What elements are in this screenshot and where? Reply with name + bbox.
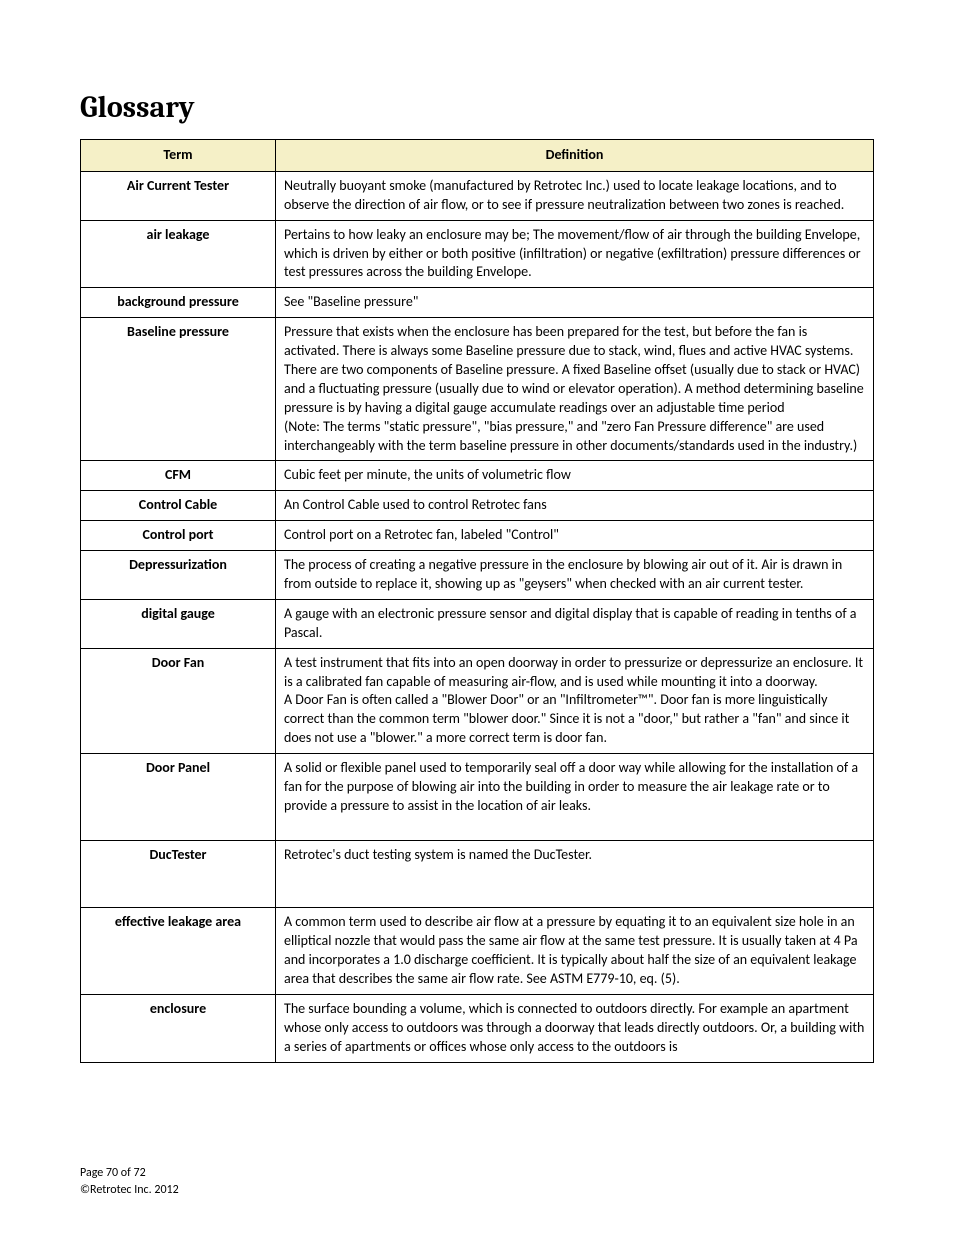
table-row: Door FanA test instrument that fits into… bbox=[81, 648, 874, 753]
definition-cell: Pertains to how leaky an enclosure may b… bbox=[276, 220, 874, 288]
definition-cell: A test instrument that fits into an open… bbox=[276, 648, 874, 753]
definition-cell: The surface bounding a volume, which is … bbox=[276, 994, 874, 1062]
definition-cell: Pressure that exists when the enclosure … bbox=[276, 318, 874, 461]
definition-cell: The process of creating a negative press… bbox=[276, 551, 874, 600]
table-row: enclosureThe surface bounding a volume, … bbox=[81, 994, 874, 1062]
table-row: Baseline pressurePressure that exists wh… bbox=[81, 318, 874, 461]
term-cell: Control Cable bbox=[81, 491, 276, 521]
page-title: Glossary bbox=[80, 90, 874, 125]
table-row: DucTesterRetrotec's duct testing system … bbox=[81, 840, 874, 908]
header-term: Term bbox=[81, 140, 276, 172]
table-row: effective leakage areaA common term used… bbox=[81, 908, 874, 995]
header-definition: Definition bbox=[276, 140, 874, 172]
term-cell: background pressure bbox=[81, 288, 276, 318]
term-cell: CFM bbox=[81, 461, 276, 491]
term-cell: Baseline pressure bbox=[81, 318, 276, 461]
definition-cell: Neutrally buoyant smoke (manufactured by… bbox=[276, 171, 874, 220]
term-cell: enclosure bbox=[81, 994, 276, 1062]
definition-cell: Cubic feet per minute, the units of volu… bbox=[276, 461, 874, 491]
definition-cell: A solid or flexible panel used to tempor… bbox=[276, 754, 874, 841]
definition-cell: Control port on a Retrotec fan, labeled … bbox=[276, 521, 874, 551]
glossary-tbody: Air Current TesterNeutrally buoyant smok… bbox=[81, 171, 874, 1062]
table-header-row: Term Definition bbox=[81, 140, 874, 172]
term-cell: Door Fan bbox=[81, 648, 276, 753]
copyright-text: ©Retrotec Inc. 2012 bbox=[80, 1182, 179, 1199]
definition-cell: An Control Cable used to control Retrote… bbox=[276, 491, 874, 521]
table-row: Control portControl port on a Retrotec f… bbox=[81, 521, 874, 551]
definition-cell: Retrotec's duct testing system is named … bbox=[276, 840, 874, 908]
term-cell: Air Current Tester bbox=[81, 171, 276, 220]
glossary-table: Term Definition Air Current TesterNeutra… bbox=[80, 139, 874, 1063]
table-row: digital gaugeA gauge with an electronic … bbox=[81, 599, 874, 648]
term-cell: Depressurization bbox=[81, 551, 276, 600]
term-cell: Door Panel bbox=[81, 754, 276, 841]
term-cell: Control port bbox=[81, 521, 276, 551]
table-row: DepressurizationThe process of creating … bbox=[81, 551, 874, 600]
table-row: background pressureSee "Baseline pressur… bbox=[81, 288, 874, 318]
table-row: air leakagePertains to how leaky an encl… bbox=[81, 220, 874, 288]
definition-cell: A gauge with an electronic pressure sens… bbox=[276, 599, 874, 648]
table-row: Door PanelA solid or flexible panel used… bbox=[81, 754, 874, 841]
table-row: Air Current TesterNeutrally buoyant smok… bbox=[81, 171, 874, 220]
page-number: Page 70 of 72 bbox=[80, 1165, 179, 1182]
table-row: CFMCubic feet per minute, the units of v… bbox=[81, 461, 874, 491]
term-cell: digital gauge bbox=[81, 599, 276, 648]
term-cell: effective leakage area bbox=[81, 908, 276, 995]
definition-cell: A common term used to describe air flow … bbox=[276, 908, 874, 995]
term-cell: DucTester bbox=[81, 840, 276, 908]
page-footer: Page 70 of 72 ©Retrotec Inc. 2012 bbox=[80, 1165, 179, 1199]
table-row: Control CableAn Control Cable used to co… bbox=[81, 491, 874, 521]
term-cell: air leakage bbox=[81, 220, 276, 288]
definition-cell: See "Baseline pressure" bbox=[276, 288, 874, 318]
document-page: Glossary Term Definition Air Current Tes… bbox=[0, 0, 954, 1235]
